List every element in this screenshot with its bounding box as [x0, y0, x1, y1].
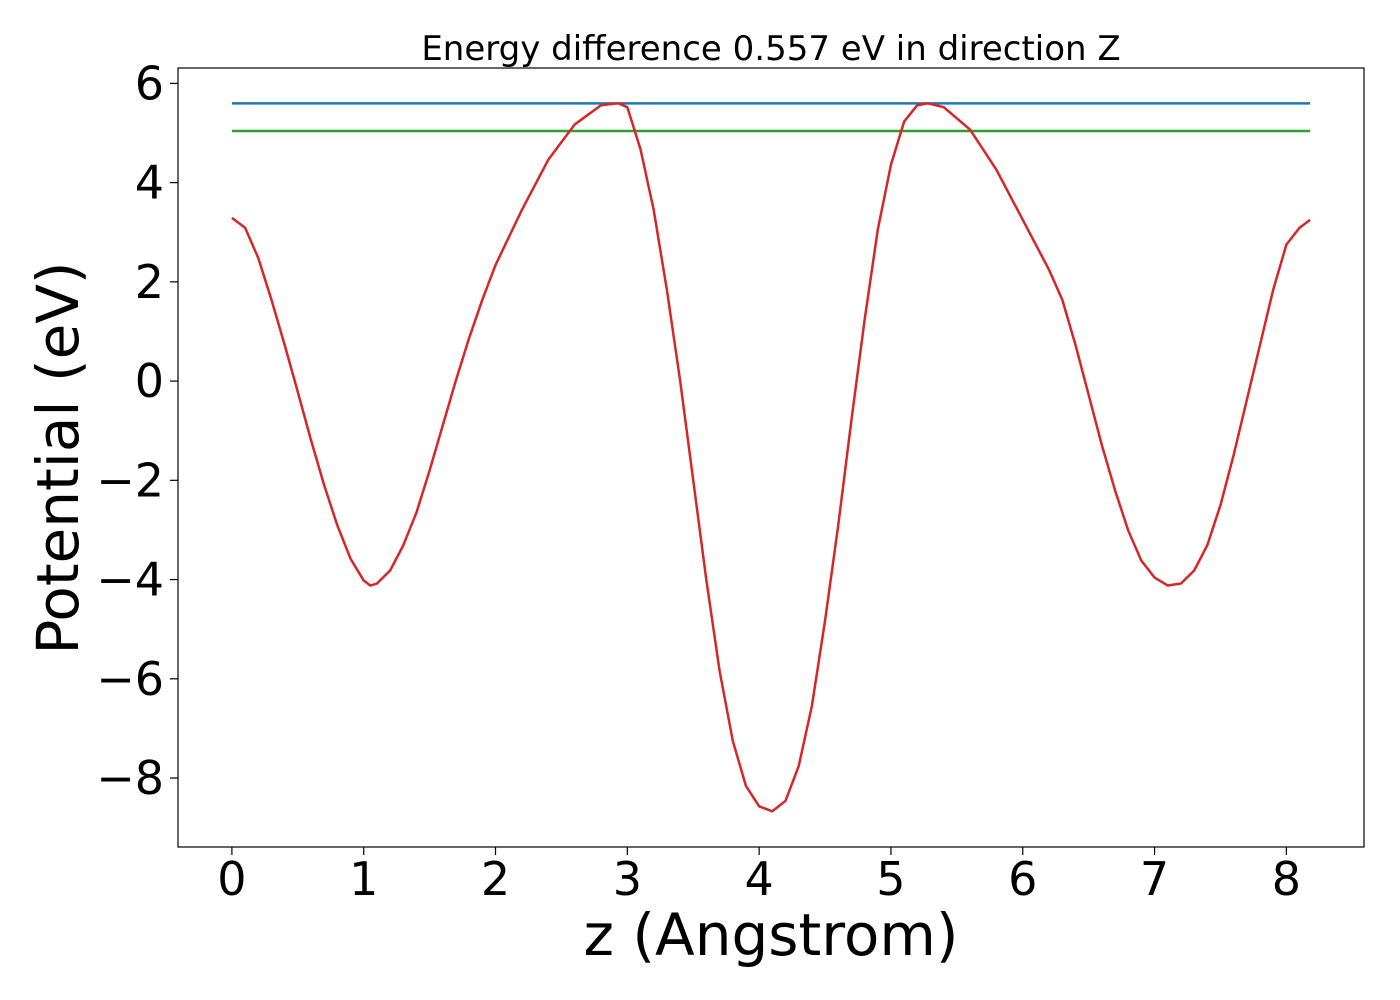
y-tick-label: −4: [96, 553, 164, 607]
x-tick-label: 1: [349, 852, 378, 906]
plot-frame: [177, 67, 1365, 848]
chart-title: Energy difference 0.557 eV in direction …: [421, 29, 1120, 69]
x-tick-label: 5: [876, 852, 905, 906]
x-tick-label: 6: [1008, 852, 1037, 906]
x-axis-label: z (Angstrom): [584, 901, 959, 969]
y-axis-label: Potential (eV): [24, 261, 92, 654]
y-tick-label: 6: [135, 56, 164, 110]
x-tick-label: 3: [613, 852, 642, 906]
y-tick-label: 2: [135, 255, 164, 309]
y-tick-label: 0: [135, 354, 164, 408]
x-tick-label: 7: [1140, 852, 1169, 906]
x-tick-label: 0: [217, 852, 246, 906]
x-tick-label: 2: [481, 852, 510, 906]
x-tick-label: 8: [1272, 852, 1301, 906]
x-tick-label: 4: [744, 852, 773, 906]
series-line: [231, 101, 1311, 813]
y-tick-label: −2: [96, 453, 164, 507]
y-tick-label: −8: [96, 751, 164, 805]
y-tick-label: 4: [135, 156, 164, 210]
y-tick-label: −6: [96, 652, 164, 706]
